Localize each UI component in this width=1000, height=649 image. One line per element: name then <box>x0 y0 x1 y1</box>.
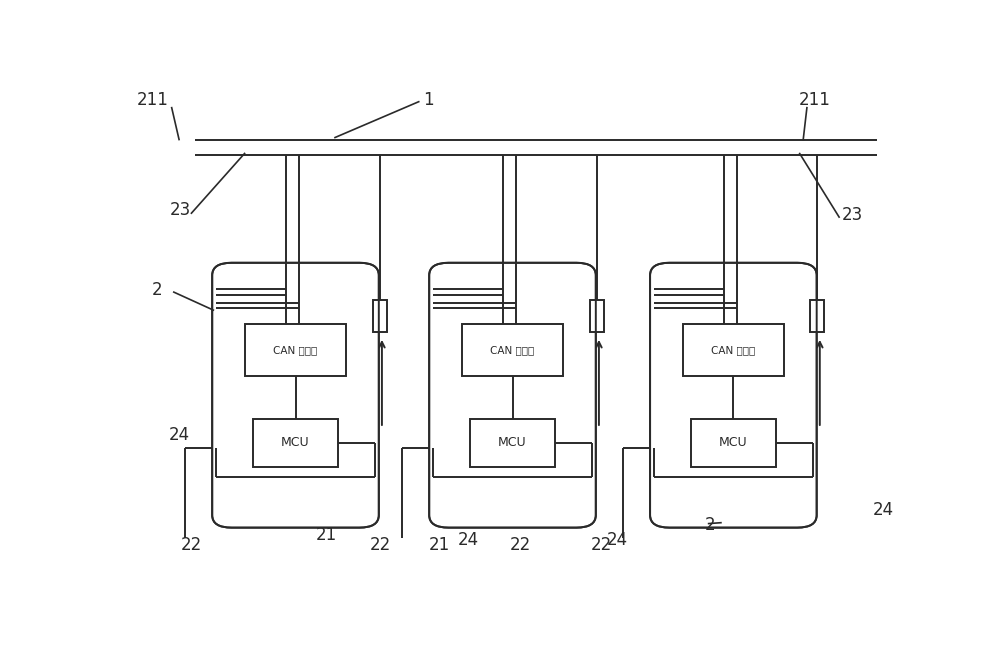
Text: 21: 21 <box>428 536 450 554</box>
Text: 23: 23 <box>170 201 191 219</box>
Text: MCU: MCU <box>498 436 527 449</box>
Bar <box>373 299 387 332</box>
Text: 24: 24 <box>458 531 479 549</box>
Bar <box>590 299 604 332</box>
Text: 22: 22 <box>370 536 391 554</box>
Text: 21: 21 <box>316 526 337 544</box>
Text: 2: 2 <box>705 516 715 534</box>
Bar <box>683 324 784 376</box>
Text: 24: 24 <box>169 426 190 444</box>
Bar <box>470 419 555 467</box>
Text: MCU: MCU <box>281 436 310 449</box>
Text: CAN 收发器: CAN 收发器 <box>273 345 318 355</box>
Bar <box>253 419 338 467</box>
Bar <box>691 419 776 467</box>
Bar <box>245 324 346 376</box>
Text: 211: 211 <box>799 92 831 110</box>
Text: 2: 2 <box>152 281 163 299</box>
Text: 24: 24 <box>607 531 628 549</box>
Bar <box>462 324 563 376</box>
Text: 211: 211 <box>137 92 168 110</box>
Text: 22: 22 <box>510 536 531 554</box>
Bar <box>810 299 824 332</box>
Text: 22: 22 <box>180 536 202 554</box>
Text: CAN 收发器: CAN 收发器 <box>490 345 535 355</box>
Text: 22: 22 <box>591 536 612 554</box>
Text: 1: 1 <box>423 92 434 110</box>
Text: CAN 收发器: CAN 收发器 <box>711 345 756 355</box>
Text: 24: 24 <box>873 501 894 519</box>
Text: MCU: MCU <box>719 436 748 449</box>
Text: 23: 23 <box>842 206 863 225</box>
